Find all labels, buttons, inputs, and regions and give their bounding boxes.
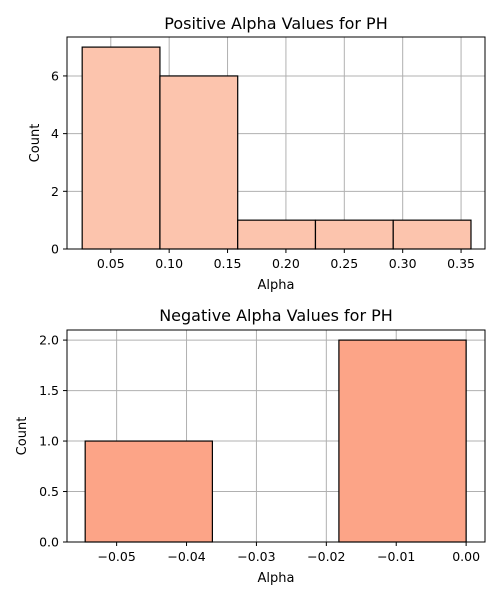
y-tick-label: 0.5	[39, 484, 59, 499]
y-tick-label: 2	[51, 184, 59, 199]
x-tick-label: 0.10	[155, 256, 183, 271]
x-tick-label: −0.02	[307, 549, 345, 564]
x-tick-label: −0.03	[237, 549, 275, 564]
histogram-bar	[392, 219, 472, 250]
negative-alpha-chart: −0.05 −0.04 −0.03 −0.02 −0.01 0.00 0.0 0.5 1.0 1.…	[15, 306, 486, 586]
y-tick-label: 0.0	[39, 535, 59, 550]
x-axis-label: Alpha	[258, 571, 295, 586]
y-axis-label: Count	[28, 124, 43, 163]
x-tick-label: −0.05	[97, 549, 135, 564]
x-tick-label: 0.30	[389, 256, 417, 271]
chart-title: Negative Alpha Values for PH	[159, 306, 393, 325]
y-tick-label: 2.0	[39, 333, 59, 348]
chart-title: Positive Alpha Values for PH	[164, 14, 387, 33]
x-tick-label: 0.25	[330, 256, 358, 271]
histogram-bar	[81, 46, 161, 250]
x-tick-label: 0.00	[452, 549, 480, 564]
y-axis-label: Count	[15, 417, 30, 456]
x-tick-label: 0.15	[214, 256, 242, 271]
y-tick-label: 1.0	[39, 434, 59, 449]
x-tick-label: 0.05	[97, 256, 125, 271]
x-tick-label: 0.20	[272, 256, 300, 271]
plot-frame	[66, 329, 486, 543]
y-tick-label: 6	[51, 68, 59, 83]
x-tick-label: 0.35	[447, 256, 475, 271]
y-tick-label: 4	[51, 126, 59, 141]
histogram-bar	[159, 75, 239, 250]
x-tick-label: −0.04	[167, 549, 205, 564]
positive-alpha-chart: 0.05 0.10 0.15 0.20 0.25 0.30 0.35 0 2 4 6 Positiv…	[28, 14, 486, 293]
y-tick-label: 1.5	[39, 383, 59, 398]
plot-frame	[66, 36, 486, 250]
histogram-bar	[338, 339, 467, 543]
x-axis-label: Alpha	[258, 278, 295, 293]
histogram-bar	[84, 440, 213, 543]
histogram-bar	[314, 219, 394, 250]
y-tick-label: 0	[51, 242, 59, 257]
x-tick-label: −0.01	[377, 549, 415, 564]
histogram-bar	[237, 219, 317, 250]
